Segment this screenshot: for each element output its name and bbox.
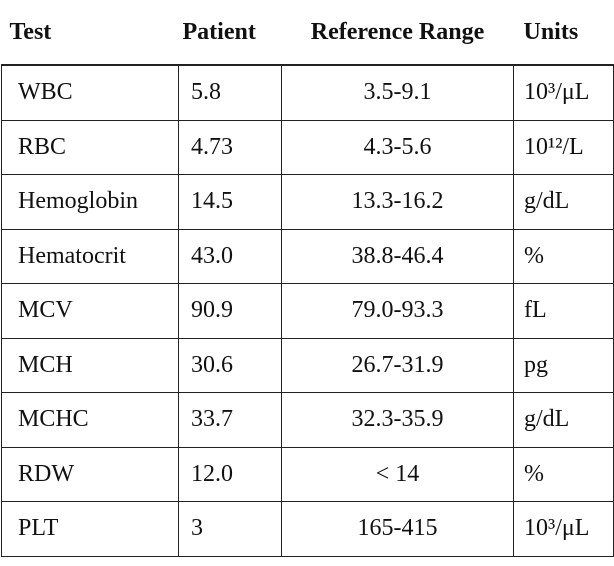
- table-cell: 12.0: [178, 446, 282, 502]
- table-cell: 13.3-16.2: [281, 174, 514, 230]
- table-cell: RBC: [1, 119, 179, 175]
- header-cell: Reference Range: [281, 0, 514, 66]
- table-row: RBC 4.73 4.3-5.6 10¹²/L: [1, 119, 614, 175]
- table-cell: 14.5: [178, 174, 282, 230]
- table-cell: fL: [513, 283, 614, 339]
- table-cell: WBC: [1, 64, 179, 121]
- table-cell: 4.3-5.6: [281, 119, 514, 175]
- table-cell: 33.7: [178, 392, 282, 448]
- table-cell: 4.73: [178, 119, 282, 175]
- table-cell: g/dL: [513, 174, 614, 230]
- table-cell: 32.3-35.9: [281, 392, 514, 448]
- table-cell: %: [513, 446, 614, 502]
- table-cell: MCV: [1, 283, 179, 339]
- table-cell: 30.6: [178, 337, 282, 393]
- table-row: RDW 12.0 < 14%: [1, 446, 614, 502]
- table-cell: < 14: [281, 446, 514, 502]
- table-cell: 26.7-31.9: [281, 337, 514, 393]
- table-cell: 165-415: [281, 501, 514, 557]
- table-cell: MCH: [1, 337, 179, 393]
- table-cell: 3: [178, 501, 282, 557]
- table-row: Hematocrit 43.0 38.8-46.4%: [1, 228, 614, 284]
- table-cell: pg: [513, 337, 614, 393]
- table-row: MCV 90.9 79.0-93.3 fL: [1, 283, 614, 339]
- table-row: PLT 3 165-415 10³/μL: [1, 501, 614, 557]
- header-row: Test Patient Reference Range Units: [1, 0, 614, 66]
- table-cell: g/dL: [513, 392, 614, 448]
- table-cell: RDW: [1, 446, 179, 502]
- table-cell: PLT: [1, 501, 179, 557]
- table-cell: 10³/μL: [513, 501, 614, 557]
- table-cell: 79.0-93.3: [281, 283, 514, 339]
- header-cell: Test: [1, 0, 179, 66]
- header-cell: Units: [513, 0, 614, 66]
- table-cell: 5.8: [178, 64, 282, 121]
- table-row: MCH 30.6 26.7-31.9 pg: [1, 337, 614, 393]
- table-cell: 10¹²/L: [513, 119, 614, 175]
- table-cell: 3.5-9.1: [281, 64, 514, 121]
- table-cell: Hematocrit: [1, 228, 179, 284]
- table-body: WBC 5.8 3.5-9.1 10³/μL RBC 4.73 4.3-5.6 10¹²/L H…: [1, 64, 614, 557]
- table-cell: %: [513, 228, 614, 284]
- table-cell: 43.0: [178, 228, 282, 284]
- table-cell: MCHC: [1, 392, 179, 448]
- table-row: MCHC 33.7 32.3-35.9 g/dL: [1, 392, 614, 448]
- header-cell: Patient: [178, 0, 282, 66]
- table-cell: Hemoglobin: [1, 174, 179, 230]
- table-cell: 38.8-46.4: [281, 228, 514, 284]
- table-header: Test Patient Reference Range Units: [1, 0, 614, 66]
- table-cell: 10³/μL: [513, 64, 614, 121]
- table-row: WBC 5.8 3.5-9.1 10³/μL: [1, 64, 614, 121]
- table-row: Hemoglobin 14.5 13.3-16.2 g/dL: [1, 174, 614, 230]
- table-cell: 90.9: [178, 283, 282, 339]
